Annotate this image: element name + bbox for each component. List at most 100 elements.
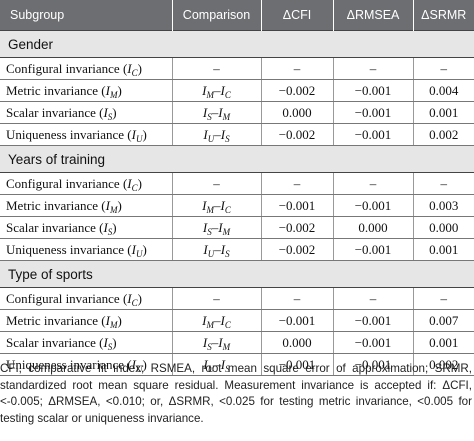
delta-srmr-cell: 0.001 [413, 331, 474, 354]
comparison-sub-a: S [207, 227, 212, 237]
model-label-text: Uniqueness invariance ( [6, 241, 132, 257]
model-symbol-subscript-text: U [135, 133, 143, 144]
comparison-sub-a: U [208, 134, 215, 144]
model-label-close: ) [142, 126, 147, 142]
delta-cfi-cell: 0.000 [261, 331, 334, 354]
table-row: Metric invariance (IM) IM–IC −0.002 −0.001 0… [0, 79, 474, 102]
comparison-cell: – [172, 172, 262, 195]
comparison-symbol-a: I [202, 197, 207, 213]
comparison-symbol-b: I [220, 197, 225, 213]
group-row: Gender [0, 30, 474, 58]
model-label-cell: Uniqueness invariance (IU) [0, 123, 173, 146]
model-label-close: ) [112, 219, 117, 235]
comparison-sub-b: M [223, 342, 231, 352]
comparison-sub-a: M [206, 320, 214, 330]
model-symbol-subscript-text: S [107, 341, 113, 352]
comparison-sub-a-text: M [206, 204, 214, 215]
model-label-text: Uniqueness invariance ( [6, 126, 132, 142]
model-symbol-subscript: C [132, 183, 138, 193]
comparison-symbol-a: I [202, 104, 208, 120]
model-symbol-subscript: M [110, 205, 118, 215]
comparison-symbol-b: I [218, 219, 223, 235]
comparison-sub-b: M [223, 112, 231, 122]
comparison-symbol-a: I [203, 126, 208, 142]
table-footnote: CFI, comparative fit index; RSMEA, root … [0, 362, 472, 425]
header-row: Subgroup Comparison ΔCFI ΔRMSEA ΔSRMR [0, 0, 474, 31]
comparison-sub-b-text: S [225, 133, 230, 144]
model-label-cell: Metric invariance (IM) [0, 79, 173, 102]
model-symbol: I [103, 104, 108, 120]
delta-srmr-cell: 0.003 [413, 194, 474, 217]
group-label: Years of training [0, 145, 474, 173]
comparison-cell: IU–IS [172, 123, 262, 146]
model-label-close: ) [137, 290, 142, 306]
model-label-close: ) [137, 175, 142, 191]
model-symbol-subscript: S [108, 227, 113, 237]
model-label-close: ) [142, 356, 147, 372]
comparison-sub-a: S [207, 342, 212, 352]
delta-srmr-cell: – [413, 287, 474, 310]
comparison-sub-a: U [208, 249, 215, 259]
model-symbol: I [103, 334, 108, 350]
comparison-sub-b-text: M [222, 226, 231, 237]
model-symbol: I [127, 60, 132, 76]
delta-rmsea-cell: −0.001 [333, 238, 414, 261]
table-row: Configural invariance (IC) – – – – [0, 57, 474, 80]
invariance-table-container: Subgroup Comparison ΔCFI ΔRMSEA ΔSRMR Ge… [0, 0, 474, 425]
delta-rmsea-cell: – [333, 57, 414, 80]
model-symbol-subscript-text: C [131, 297, 138, 308]
comparison-cell: – [172, 287, 262, 310]
model-symbol: I [127, 290, 132, 306]
comparison-sub-b-text: M [222, 341, 231, 352]
comparison-cell: IS–IM [172, 101, 262, 124]
comparison-sub-a: M [206, 205, 214, 215]
delta-rmsea-cell: −0.001 [333, 353, 414, 376]
comparison-sub-a-text: U [207, 248, 215, 259]
comparison-dash: – [211, 104, 219, 120]
delta-cfi-cell: −0.002 [261, 216, 334, 239]
comparison-cell: IM–IC [172, 194, 262, 217]
comparison-sub-b-text: S [225, 248, 230, 259]
comparison-symbol-b: I [220, 312, 225, 328]
comparison-symbol-b: I [220, 241, 226, 257]
comparison-cell: IM–IC [172, 309, 262, 332]
delta-cfi-cell: −0.001 [261, 309, 334, 332]
comparison-sub-b: C [225, 90, 231, 100]
model-label-cell: Metric invariance (IM) [0, 309, 173, 332]
delta-srmr-cell: 0.001 [413, 238, 474, 261]
model-label-cell: Uniqueness invariance (IU) [0, 238, 173, 261]
comparison-symbol-b: I [218, 104, 223, 120]
comparison-symbol-b: I [220, 126, 226, 142]
model-label-cell: Configural invariance (IC) [0, 287, 173, 310]
model-symbol-subscript-text: M [109, 319, 118, 330]
model-label-text: Uniqueness invariance ( [6, 356, 132, 372]
comparison-cell: IS–IM [172, 216, 262, 239]
model-label-cell: Configural invariance (IC) [0, 57, 173, 80]
model-symbol-subscript-text: C [131, 182, 138, 193]
model-label-text: Scalar invariance ( [6, 334, 104, 350]
comparison-sub-b-text: C [224, 204, 231, 215]
group-label: Gender [0, 30, 474, 58]
model-symbol-subscript: S [108, 112, 113, 122]
delta-srmr-cell: – [413, 57, 474, 80]
model-label-close: ) [137, 60, 142, 76]
header-delta-cfi: ΔCFI [261, 0, 334, 31]
model-label-text: Scalar invariance ( [6, 219, 104, 235]
group-label: Type of sports [0, 260, 474, 288]
delta-srmr-cell: 0.000 [413, 216, 474, 239]
model-label-close: ) [117, 312, 122, 328]
comparison-symbol-a: I [203, 356, 208, 372]
table-row: Configural invariance (IC) – – – – [0, 172, 474, 195]
table-body: Gender Configural invariance (IC) – – – – Metr… [0, 30, 474, 376]
model-label-cell: Uniqueness invariance (IU) [0, 353, 173, 376]
comparison-sub-b-text: S [225, 363, 230, 374]
header-subgroup: Subgroup [0, 0, 173, 31]
header-delta-rmsea: ΔRMSEA [333, 0, 414, 31]
table-row: Uniqueness invariance (IU) IU–IS −0.002 −0.… [0, 123, 474, 146]
table-row: Metric invariance (IM) IM–IC −0.001 −0.001 0… [0, 309, 474, 332]
model-label-close: ) [112, 334, 117, 350]
model-label-close: ) [117, 197, 122, 213]
model-label-cell: Metric invariance (IM) [0, 194, 173, 217]
delta-rmsea-cell: −0.001 [333, 331, 414, 354]
comparison-sub-a-text: U [207, 363, 215, 374]
